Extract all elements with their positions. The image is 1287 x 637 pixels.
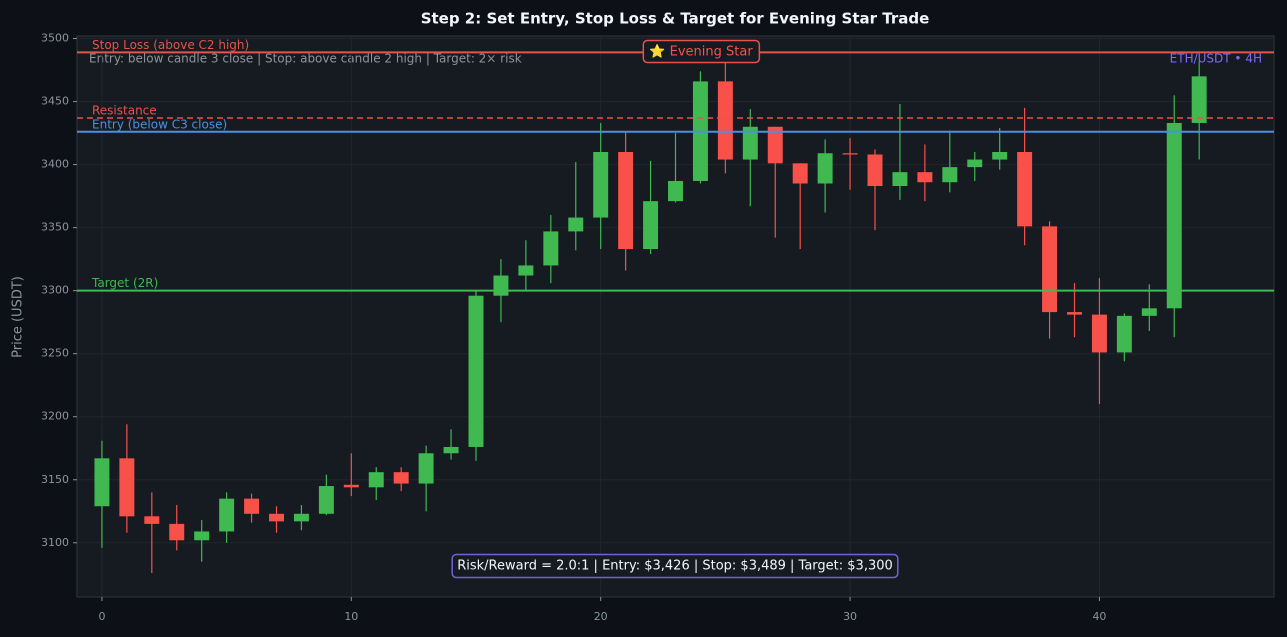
candle-body <box>742 126 758 160</box>
candle-body <box>393 472 409 484</box>
candle-body <box>493 275 509 296</box>
candle-body <box>568 217 584 232</box>
x-tick-label: 10 <box>344 610 358 623</box>
candle-body <box>892 172 908 187</box>
candle-body <box>917 172 933 183</box>
candle-body <box>368 472 384 488</box>
candle-body <box>867 154 883 187</box>
subtitle: Entry: below candle 3 close | Stop: abov… <box>89 52 522 66</box>
summary-text: Risk/Reward = 2.0:1 | Entry: $3,426 | St… <box>457 559 893 574</box>
candle-body <box>144 516 160 524</box>
candle-body <box>1017 151 1033 227</box>
candle-body <box>468 295 484 447</box>
candle-body <box>992 151 1008 160</box>
candle-body <box>767 126 783 164</box>
pattern-box <box>642 39 761 64</box>
y-tick-label: 3150 <box>41 473 69 486</box>
symbol-label: ETH/USDT • 4H <box>1170 52 1262 66</box>
candle-body <box>668 180 683 202</box>
candle-body <box>1091 314 1107 353</box>
candle-body <box>1141 308 1157 316</box>
y-tick-label: 3500 <box>41 32 69 45</box>
candle-body <box>443 446 459 454</box>
candle-body <box>717 81 733 160</box>
candle-body <box>1116 315 1132 353</box>
y-tick-label: 3350 <box>41 221 69 234</box>
y-tick-label: 3250 <box>41 347 69 360</box>
candle-body <box>293 513 309 522</box>
candle-body <box>593 151 609 218</box>
candle-body <box>543 231 559 266</box>
x-tick-label: 30 <box>843 610 857 623</box>
candle-body <box>318 486 334 514</box>
candle-body <box>418 453 434 484</box>
y-axis-label: Price (USDT) <box>11 276 26 358</box>
summary: Risk/Reward = 2.0:1 | Entry: $3,426 | St… <box>451 553 899 579</box>
candle-body <box>1166 122 1182 309</box>
candle-body <box>643 201 659 250</box>
candle-body <box>169 523 185 541</box>
candle-body <box>343 484 359 488</box>
x-tick-label: 20 <box>594 610 608 623</box>
candle-body <box>942 167 958 183</box>
candle-body <box>1067 312 1082 315</box>
y-tick-label: 3200 <box>41 410 69 423</box>
x-tick-label: 0 <box>98 610 105 623</box>
candle-body <box>94 458 110 507</box>
candle-body <box>1191 76 1207 123</box>
candle-body <box>618 151 634 250</box>
candle-body <box>817 153 833 184</box>
level-label: Stop Loss (above C2 high) <box>92 38 249 52</box>
candle-body <box>518 265 534 276</box>
summary-box <box>451 553 899 579</box>
candle-body <box>244 498 260 514</box>
chart-title: Step 2: Set Entry, Stop Loss & Target fo… <box>421 10 930 28</box>
candle-body <box>219 498 235 532</box>
candle-body <box>194 531 210 541</box>
y-tick-label: 3400 <box>41 158 69 171</box>
candle-body <box>1042 226 1058 313</box>
y-tick-label: 3100 <box>41 536 69 549</box>
level-label: Target (2R) <box>91 276 158 290</box>
pattern-label: ⭐ Evening Star <box>649 44 753 60</box>
y-tick-label: 3300 <box>41 284 69 297</box>
pattern-annotation: ⭐ Evening Star <box>642 39 761 64</box>
x-tick-label: 40 <box>1092 610 1106 623</box>
level-label: Entry (below C3 close) <box>92 117 227 131</box>
candle-body <box>842 153 858 155</box>
y-tick-label: 3450 <box>41 95 69 108</box>
candle-body <box>119 458 135 517</box>
level-label: Resistance <box>92 103 157 117</box>
candle-body <box>792 163 808 184</box>
candle-body <box>967 159 983 168</box>
candle-body <box>269 513 284 522</box>
